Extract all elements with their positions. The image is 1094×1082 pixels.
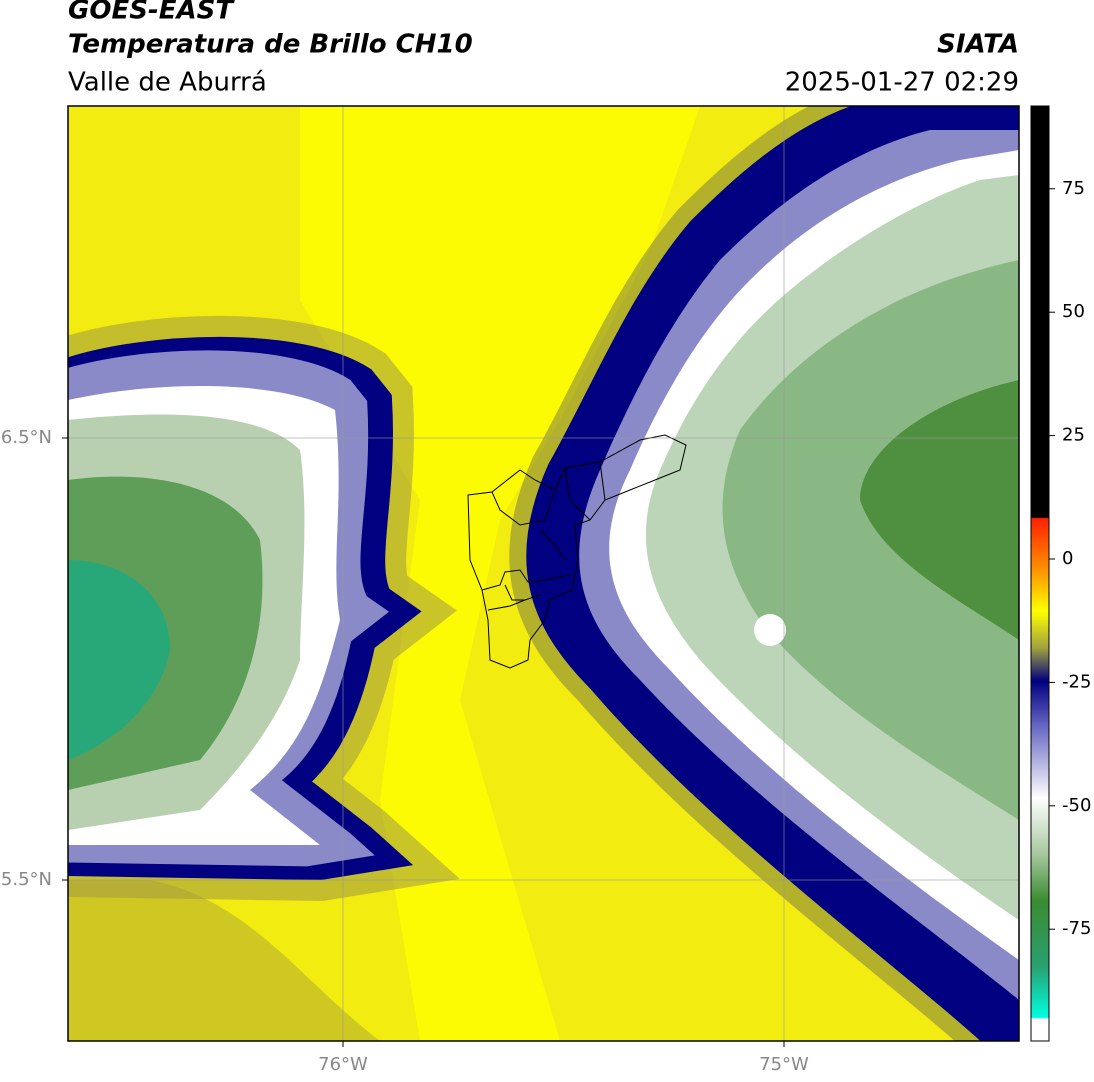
colorbar-ticks: 75 50 25 0 -25 -50 -75 <box>1049 178 1091 939</box>
lat-label: 6.5°N <box>1 427 52 448</box>
colorbar-tick-label: -50 <box>1062 795 1091 816</box>
map-frame <box>67 105 1020 1042</box>
map-image <box>68 106 1019 1041</box>
lon-label: 76°W <box>318 1054 368 1075</box>
cold-region-east <box>509 106 1019 1041</box>
colorbar-tick-label: 25 <box>1062 425 1085 446</box>
cold-region-west <box>68 315 460 902</box>
colorbar-tick-label: -25 <box>1062 671 1091 692</box>
colorbar-tick-label: 75 <box>1062 178 1085 199</box>
colorbar-tick-label: 0 <box>1062 548 1073 569</box>
municipal-borders <box>467 434 687 669</box>
subtitle: Temperatura de Brillo CH10 <box>68 30 473 60</box>
source: SIATA <box>937 30 1019 60</box>
lon-label: 75°W <box>759 1054 809 1075</box>
lat-label: 5.5°N <box>1 869 52 890</box>
region: Valle de Aburrá <box>68 68 267 98</box>
title: GOES-EAST <box>68 0 235 26</box>
colorbar <box>1030 105 1050 1042</box>
colorbar-tick-label: -75 <box>1062 918 1091 939</box>
colorbar-tick-label: 50 <box>1062 301 1085 322</box>
datetime: 2025-01-27 02:29 <box>785 68 1019 98</box>
graticule <box>68 106 1019 1041</box>
